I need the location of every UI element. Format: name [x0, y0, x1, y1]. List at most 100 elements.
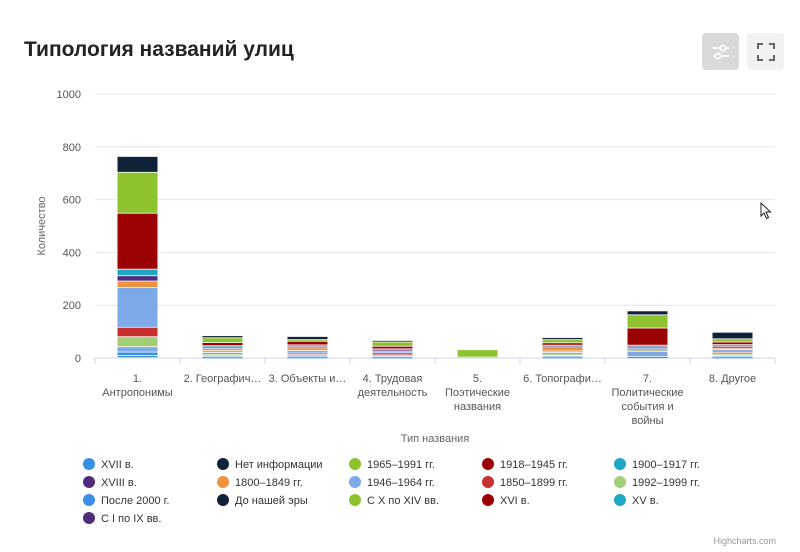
bar-segment[interactable]	[542, 340, 583, 343]
bar-segment[interactable]	[287, 346, 328, 348]
bar-segment[interactable]	[542, 347, 583, 351]
bar-segment[interactable]	[287, 357, 328, 358]
bar-segment[interactable]	[372, 342, 413, 346]
bar-segment[interactable]	[117, 269, 158, 276]
bar-segment[interactable]	[542, 355, 583, 357]
bar-segment[interactable]	[712, 345, 753, 346]
credit-link[interactable]: Highcharts.com	[713, 536, 776, 546]
bar-segment[interactable]	[627, 345, 668, 347]
bar-segment[interactable]	[627, 350, 668, 351]
bar-segment[interactable]	[542, 357, 583, 359]
legend-item[interactable]: 1918–1945 гг.	[482, 458, 568, 471]
legend-item[interactable]: 1800–1849 гг.	[217, 476, 303, 489]
legend-item[interactable]: XV в.	[614, 494, 659, 507]
bar-segment[interactable]	[202, 342, 243, 346]
bar-segment[interactable]	[627, 328, 668, 345]
legend-item[interactable]: 1900–1917 гг.	[614, 458, 700, 471]
fullscreen-button[interactable]	[747, 33, 784, 70]
bar-segment[interactable]	[117, 327, 158, 337]
bar-segment[interactable]	[542, 337, 583, 340]
bar-segment[interactable]	[202, 338, 243, 343]
bar-segment[interactable]	[117, 276, 158, 281]
legend-item[interactable]: До нашей эры	[217, 494, 308, 507]
bar-segment[interactable]	[117, 156, 158, 172]
bar-segment[interactable]	[202, 351, 243, 353]
bar-segment[interactable]	[712, 339, 753, 342]
bar-segment[interactable]	[372, 355, 413, 356]
bar-segment[interactable]	[202, 357, 243, 358]
legend-item[interactable]: XVI в.	[482, 494, 530, 507]
bar-segment[interactable]	[202, 352, 243, 354]
bar-segment[interactable]	[372, 340, 413, 342]
bar-segment[interactable]	[372, 346, 413, 349]
bar-segment[interactable]	[287, 345, 328, 346]
bar-segment[interactable]	[202, 355, 243, 357]
bar-segment[interactable]	[117, 288, 158, 327]
bar-segment[interactable]	[287, 340, 328, 341]
legend-item[interactable]: XVIII в.	[83, 476, 137, 489]
bar-segment[interactable]	[627, 357, 668, 359]
bar-segment[interactable]	[117, 213, 158, 269]
bar-segment[interactable]	[117, 347, 158, 352]
bar-segment[interactable]	[117, 352, 158, 356]
bar-segment[interactable]	[372, 349, 413, 350]
bar-segment[interactable]	[117, 355, 158, 358]
bar-segment[interactable]	[202, 336, 243, 338]
bar-segment[interactable]	[627, 315, 668, 328]
bar-segment[interactable]	[202, 346, 243, 347]
bar-segment[interactable]	[372, 357, 413, 359]
bar-segment[interactable]	[287, 341, 328, 345]
bar-segment[interactable]	[712, 332, 753, 339]
legend-item[interactable]: 1850–1899 гг.	[482, 476, 568, 489]
bar-segment[interactable]	[542, 346, 583, 348]
bar-segment[interactable]	[542, 357, 583, 358]
bar-segment[interactable]	[117, 337, 158, 347]
bar-segment[interactable]	[627, 347, 668, 349]
legend-item[interactable]: С X по XIV вв.	[349, 494, 439, 507]
bar-segment[interactable]	[542, 351, 583, 353]
bar-segment[interactable]	[202, 354, 243, 355]
bar-segment[interactable]	[542, 352, 583, 354]
legend-item[interactable]: С I по IX вв.	[83, 512, 161, 525]
bar-segment[interactable]	[457, 357, 498, 359]
bar-segment[interactable]	[627, 311, 668, 315]
bar-segment[interactable]	[117, 172, 158, 213]
bar-segment[interactable]	[627, 349, 668, 351]
bar-segment[interactable]	[287, 355, 328, 356]
bar-segment[interactable]	[712, 352, 753, 354]
bar-segment[interactable]	[372, 351, 413, 352]
bar-segment[interactable]	[287, 356, 328, 357]
bar-segment[interactable]	[287, 357, 328, 359]
bar-segment[interactable]	[712, 348, 753, 350]
bar-segment[interactable]	[202, 347, 243, 349]
bar-segment[interactable]	[627, 346, 668, 348]
legend-item[interactable]: 1992–1999 гг.	[614, 476, 700, 489]
legend-item[interactable]: 1965–1991 гг.	[349, 458, 435, 471]
bar-segment[interactable]	[457, 350, 498, 357]
bar-segment[interactable]	[627, 351, 668, 357]
legend-item[interactable]: Нет информации	[217, 458, 323, 471]
bar-segment[interactable]	[627, 356, 668, 358]
bar-segment[interactable]	[712, 354, 753, 356]
bar-segment[interactable]	[712, 355, 753, 357]
bar-segment[interactable]	[287, 350, 328, 353]
legend-item[interactable]: XVII в.	[83, 458, 134, 471]
bar-segment[interactable]	[542, 343, 583, 345]
bar-segment[interactable]	[712, 350, 753, 352]
bar-segment[interactable]	[202, 357, 243, 359]
bar-segment[interactable]	[287, 353, 328, 355]
bar-segment[interactable]	[712, 346, 753, 348]
bar-segment[interactable]	[372, 356, 413, 358]
bar-segment[interactable]	[117, 281, 158, 288]
bar-segment[interactable]	[542, 354, 583, 356]
bar-segment[interactable]	[712, 357, 753, 358]
bar-segment[interactable]	[372, 353, 413, 355]
bar-segment[interactable]	[372, 351, 413, 353]
bar-segment[interactable]	[712, 342, 753, 345]
bar-segment[interactable]	[372, 350, 413, 351]
bar-segment[interactable]	[542, 345, 583, 347]
bar-segment[interactable]	[627, 347, 668, 349]
bar-segment[interactable]	[287, 348, 328, 351]
bar-segment[interactable]	[287, 336, 328, 340]
bar-segment[interactable]	[712, 357, 753, 359]
